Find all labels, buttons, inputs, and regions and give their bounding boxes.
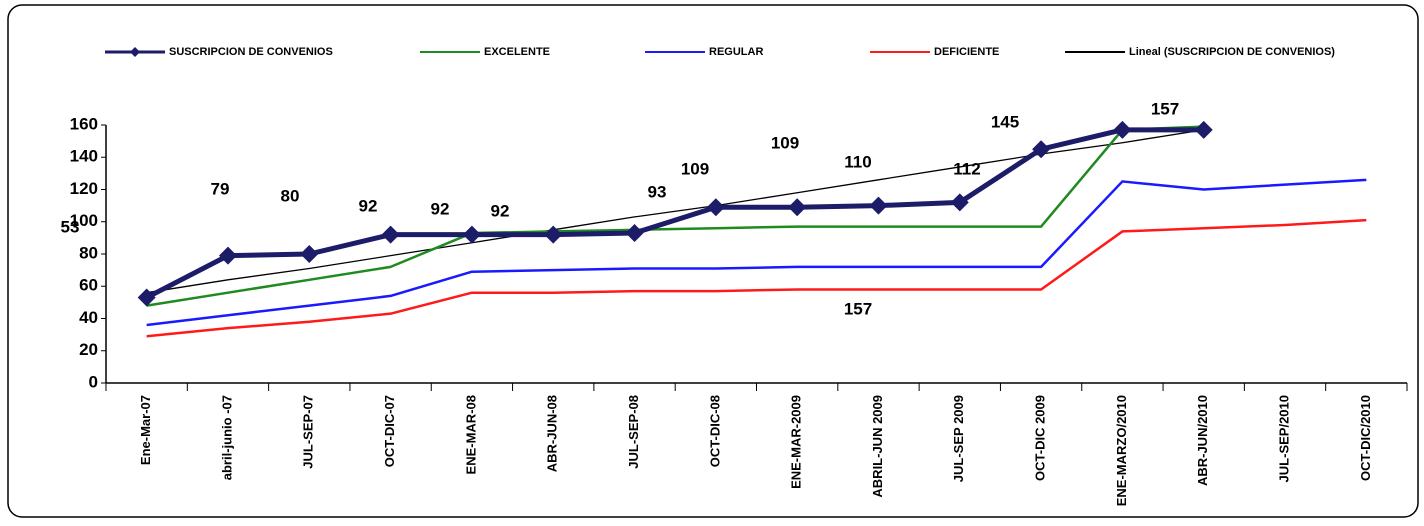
data-point: [625, 224, 644, 243]
data-point: [706, 198, 725, 217]
data-point: [1032, 140, 1051, 159]
data-point: [788, 198, 807, 217]
data-label: 92: [431, 199, 450, 218]
x-tick-label: OCT-DIC-08: [707, 395, 722, 467]
data-label: 145: [991, 112, 1019, 131]
data-point: [544, 225, 563, 244]
x-tick-label: OCT-DIC 2009: [1033, 395, 1048, 481]
data-label: 109: [771, 133, 799, 152]
x-tick-label: OCT-DIC/2010: [1358, 395, 1373, 481]
y-tick-label: 80: [79, 243, 98, 262]
legend-label: EXCELENTE: [484, 46, 550, 58]
data-point: [869, 196, 888, 215]
legend-label: REGULAR: [709, 46, 763, 58]
y-tick-label: 100: [70, 211, 98, 230]
data-point: [300, 245, 319, 263]
legend-label: SUSCRIPCION DE CONVENIOS: [169, 46, 333, 58]
x-tick-label: JUL-SEP-08: [626, 395, 641, 469]
data-label: 79: [211, 179, 230, 198]
x-tick-label: ABR-JUN-08: [545, 395, 560, 472]
x-tick-label: JUL-SEP/2010: [1276, 395, 1291, 482]
legend-label: Lineal (SUSCRIPCION DE CONVENIOS): [1129, 46, 1335, 58]
chart-frame: [7, 4, 1419, 518]
legend-label: DEFICIENTE: [934, 46, 999, 58]
x-tick-label: ABRIL-JUN 2009: [870, 395, 885, 498]
data-label: 92: [359, 196, 378, 215]
data-point: [1194, 120, 1213, 139]
x-tick-label: JUL-SEP 2009: [951, 395, 966, 482]
y-tick-label: 160: [70, 114, 98, 133]
data-point: [1113, 120, 1132, 139]
series-line: [146, 178, 1367, 327]
x-tick-label: ABR-JUN/2010: [1195, 395, 1210, 486]
x-tick-label: ENE-MAR-08: [463, 395, 478, 474]
x-tick-label: Ene-Mar-07: [138, 395, 153, 465]
x-tick-label: abril-junio -07: [219, 395, 234, 480]
y-tick-label: 140: [70, 147, 98, 166]
legend-marker: [130, 47, 140, 57]
data-label: 53: [61, 217, 80, 236]
y-tick-label: 0: [89, 372, 98, 391]
data-label: 92: [491, 201, 510, 220]
data-label: 109: [681, 159, 709, 178]
series-line: [146, 218, 1367, 338]
series-line: [145, 127, 1204, 300]
data-point: [381, 225, 400, 244]
data-label: 112: [953, 159, 980, 178]
y-tick-label: 20: [79, 340, 98, 359]
x-tick-label: OCT-DIC-07: [382, 395, 397, 467]
data-point: [950, 193, 969, 212]
data-point: [218, 246, 237, 265]
y-tick-label: 120: [70, 179, 98, 198]
data-label: 93: [648, 182, 667, 201]
data-point: [137, 288, 156, 307]
data-label: 157: [1151, 99, 1179, 118]
y-tick-label: 40: [79, 308, 98, 327]
data-label: 157: [844, 299, 872, 318]
x-tick-label: JUL-SEP-07: [301, 395, 316, 469]
data-point: [462, 225, 481, 244]
y-tick-label: 60: [79, 276, 98, 295]
x-tick-label: ENE-MAR-2009: [789, 395, 804, 489]
data-label: 110: [844, 152, 871, 171]
series-line: [146, 125, 1204, 307]
data-label: 80: [281, 186, 300, 205]
x-tick-label: ENE-MARZO/2010: [1114, 395, 1129, 506]
